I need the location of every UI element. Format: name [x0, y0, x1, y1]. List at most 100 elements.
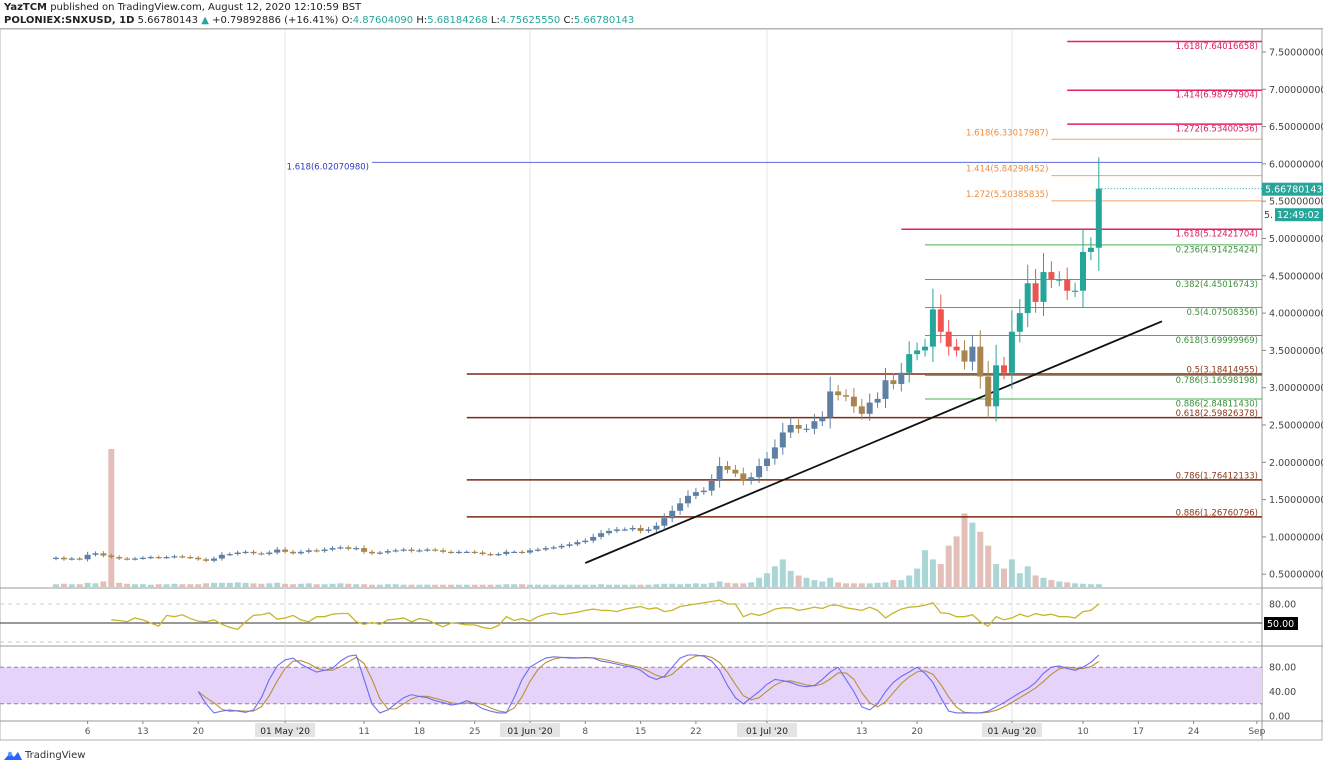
volume-bar [1072, 583, 1079, 587]
candle [361, 545, 368, 554]
volume-bar [779, 559, 786, 587]
volume-bar [60, 583, 67, 587]
volume-bar [329, 583, 336, 587]
candle [392, 548, 399, 553]
candle [827, 376, 834, 429]
volume-bar [542, 584, 549, 587]
volume-bar [124, 583, 131, 587]
trendline [584, 320, 1163, 564]
candle-body [764, 458, 770, 467]
rsi-value-tag [1264, 617, 1298, 630]
price-tick-label: 5.50000000 [1269, 197, 1323, 208]
candle [914, 342, 921, 361]
candle-body [669, 510, 676, 519]
volume-bar [858, 583, 865, 587]
candle [124, 556, 131, 561]
candle [305, 548, 312, 554]
fib-level-label: 1.618(6.33017987) [966, 128, 1048, 138]
candle [621, 527, 628, 532]
candle-body [424, 549, 431, 551]
candle-body [337, 547, 344, 549]
candle [337, 545, 344, 550]
volume-bar [100, 581, 107, 587]
candle [226, 552, 233, 557]
candle-body [985, 376, 992, 407]
volume-bar [424, 584, 431, 587]
candle-body [479, 552, 486, 555]
volume-bar [519, 584, 526, 587]
price-tick-label: 4.00000000 [1269, 309, 1323, 320]
candle [1064, 267, 1071, 300]
open-value: 4.87604090 [352, 15, 414, 26]
candle-body [139, 557, 146, 559]
fib-level-label: 0.5(4.07508356) [1186, 308, 1258, 318]
candle [424, 547, 431, 552]
candle-body [258, 553, 265, 555]
candle [637, 524, 644, 534]
countdown-tag [1275, 208, 1323, 222]
candle [250, 549, 257, 555]
volume-bar [337, 583, 344, 587]
candle-body [534, 549, 541, 551]
volume-bar [305, 583, 312, 587]
candle-body [827, 391, 834, 418]
candle [527, 548, 533, 555]
volume-bar [487, 584, 494, 587]
price-tick-label: 3.50000000 [1269, 346, 1323, 357]
candle-body [108, 555, 115, 558]
candle [53, 556, 59, 561]
volume-bar [993, 564, 1000, 587]
volume-bar [108, 449, 115, 587]
candle-body [440, 550, 447, 552]
volume-bar [76, 584, 83, 587]
candle-body [448, 551, 454, 554]
candle-body [463, 551, 470, 554]
candle-body [290, 551, 296, 554]
volume-bar [408, 584, 415, 587]
candle-body [677, 503, 684, 511]
volume-bar [448, 584, 454, 587]
candle [471, 550, 478, 554]
candle-body [519, 551, 526, 554]
candle-body [384, 551, 391, 553]
volume-bar [416, 584, 423, 587]
candle [756, 458, 763, 483]
time-tick-label: 13 [856, 727, 867, 737]
stoch-tick-label: 80.00 [1269, 663, 1296, 674]
volume-bar [645, 584, 652, 587]
countdown-prefix: 5. [1264, 210, 1273, 221]
candle-body [297, 551, 304, 554]
candle-body [511, 551, 518, 554]
volume-bar [1001, 568, 1007, 587]
low-label: L: [490, 15, 500, 26]
candle [779, 422, 786, 455]
candle-body [843, 395, 849, 397]
symbol[interactable]: POLONIEX:SNXUSD, 1D [4, 15, 135, 26]
candle-body [305, 550, 312, 552]
last-price: 5.66780143 [137, 15, 199, 26]
tradingview-logo[interactable]: TradingView [4, 750, 85, 761]
volume-bar [629, 584, 636, 587]
fib-level-label: 0.618(2.59826378) [1176, 409, 1258, 419]
candle [242, 550, 249, 554]
candle [203, 557, 210, 563]
candle [384, 549, 391, 555]
candle [645, 526, 652, 533]
candle [700, 487, 707, 495]
tradingview-logo-icon [4, 751, 22, 760]
candle-body [779, 432, 786, 448]
candle [179, 554, 186, 559]
volume-bar [1080, 583, 1086, 587]
candle-body [613, 529, 620, 531]
candle-body [858, 406, 865, 414]
candle [898, 362, 905, 392]
volume-bar [495, 584, 502, 587]
candle [937, 294, 944, 343]
candle [748, 472, 755, 485]
volume-bar [392, 584, 399, 587]
candle [218, 552, 225, 561]
volume-bar [621, 584, 628, 587]
candle-body [653, 525, 660, 530]
time-label-highlight [255, 723, 316, 737]
